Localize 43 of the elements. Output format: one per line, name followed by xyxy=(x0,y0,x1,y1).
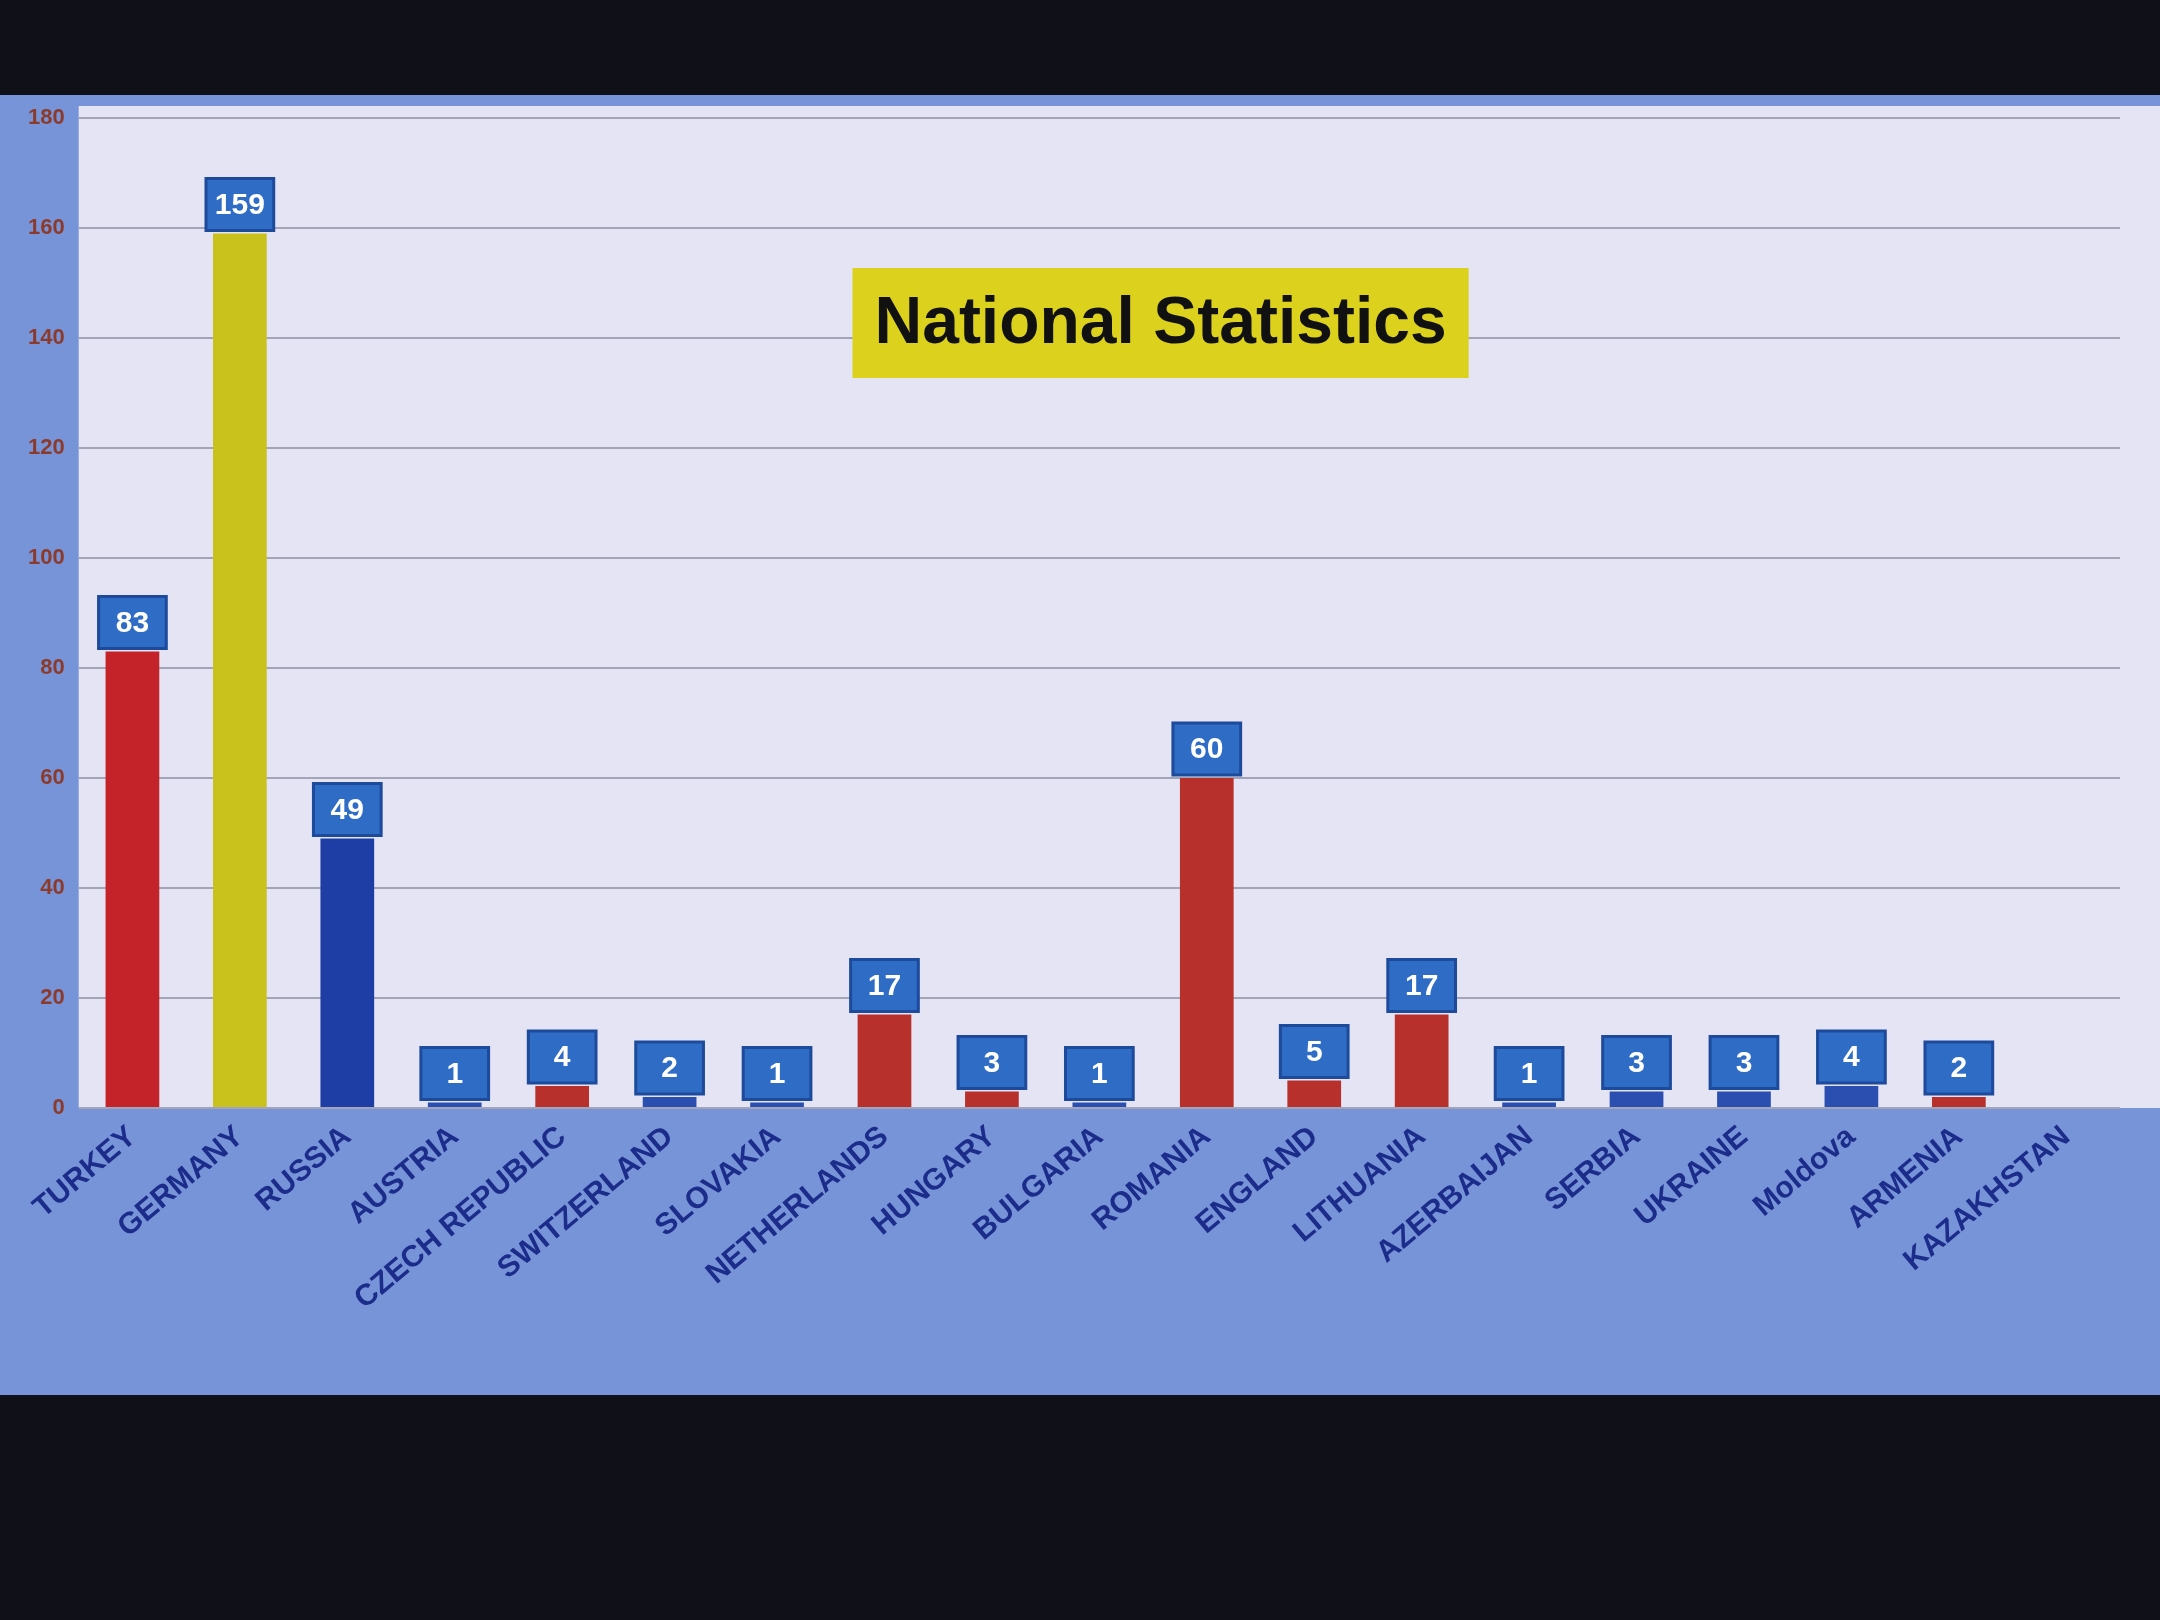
y-tick-label: 140 xyxy=(27,324,65,350)
data-label: 17 xyxy=(867,967,902,1001)
bar xyxy=(320,838,375,1108)
bar xyxy=(857,1014,912,1108)
y-tick-label: 120 xyxy=(27,434,65,460)
bar xyxy=(1394,1014,1449,1108)
data-label: 4 xyxy=(1843,1039,1861,1073)
bar xyxy=(642,1097,697,1108)
data-label: 49 xyxy=(330,791,364,825)
bar xyxy=(535,1086,590,1108)
data-label: 5 xyxy=(1305,1033,1323,1067)
data-label: 159 xyxy=(214,186,265,220)
y-tick-label: 80 xyxy=(40,654,65,680)
bar xyxy=(1609,1091,1664,1108)
bar xyxy=(1931,1097,1986,1108)
y-tick-label: 40 xyxy=(40,874,65,900)
data-label: 2 xyxy=(1950,1050,1968,1084)
data-label: 3 xyxy=(1628,1044,1645,1078)
bar xyxy=(1717,1091,1771,1108)
bar xyxy=(1287,1080,1342,1108)
data-label: 1 xyxy=(446,1055,464,1089)
data-label: 1 xyxy=(1091,1055,1108,1089)
y-tick-label: 60 xyxy=(40,764,65,790)
bar xyxy=(965,1091,1019,1108)
data-label: 4 xyxy=(553,1039,571,1073)
data-label: 1 xyxy=(1520,1055,1538,1089)
text: National Statistics xyxy=(874,283,1447,358)
data-label: 1 xyxy=(768,1055,786,1089)
data-label: 2 xyxy=(661,1050,678,1084)
y-tick-label: 100 xyxy=(27,544,65,570)
y-tick-label: 0 xyxy=(52,1094,65,1120)
y-tick-label: 20 xyxy=(40,984,65,1010)
data-label: 60 xyxy=(1190,731,1224,765)
y-tick-label: 160 xyxy=(27,214,65,240)
data-label: 17 xyxy=(1404,967,1439,1001)
data-label: 3 xyxy=(983,1044,1001,1078)
bar xyxy=(1179,778,1234,1108)
bar xyxy=(105,651,160,1108)
bar xyxy=(213,233,267,1108)
data-label: 3 xyxy=(1735,1044,1753,1078)
data-label: 83 xyxy=(115,604,150,638)
bar xyxy=(1824,1086,1879,1108)
y-tick-label: 180 xyxy=(27,104,65,130)
